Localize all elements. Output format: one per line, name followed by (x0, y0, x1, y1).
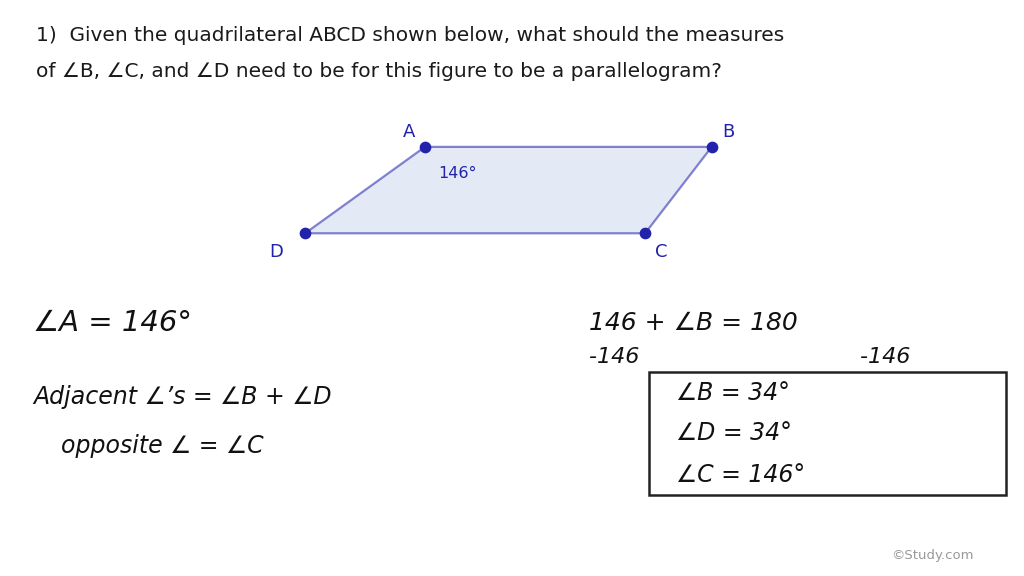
Text: ∠C = 146°: ∠C = 146° (676, 463, 805, 487)
Text: 146°: 146° (438, 166, 477, 181)
Text: 1)  Given the quadrilateral ABCD shown below, what should the measures: 1) Given the quadrilateral ABCD shown be… (36, 26, 784, 45)
Point (417, 142, 433, 151)
Polygon shape (305, 147, 712, 233)
Text: 146 + ∠B = 180: 146 + ∠B = 180 (589, 310, 798, 335)
Text: B: B (722, 123, 734, 141)
Text: D: D (269, 242, 284, 261)
Text: ∠A = 146°: ∠A = 146° (33, 309, 191, 336)
Text: opposite ∠ = ∠C: opposite ∠ = ∠C (61, 434, 264, 458)
Text: ∠D = 34°: ∠D = 34° (676, 421, 792, 445)
Point (637, 229, 653, 238)
Text: of ∠B, ∠C, and ∠D need to be for this figure to be a parallelogram?: of ∠B, ∠C, and ∠D need to be for this fi… (36, 62, 722, 81)
Text: ∠B = 34°: ∠B = 34° (676, 381, 790, 405)
Point (297, 229, 313, 238)
Point (703, 142, 720, 151)
Text: -146: -146 (589, 347, 639, 367)
Text: ©Study.com: ©Study.com (891, 548, 974, 562)
Text: C: C (655, 242, 668, 261)
Text: -146: -146 (860, 347, 910, 367)
Text: Adjacent ∠’s = ∠B + ∠D: Adjacent ∠’s = ∠B + ∠D (33, 385, 332, 410)
Text: A: A (402, 123, 415, 141)
